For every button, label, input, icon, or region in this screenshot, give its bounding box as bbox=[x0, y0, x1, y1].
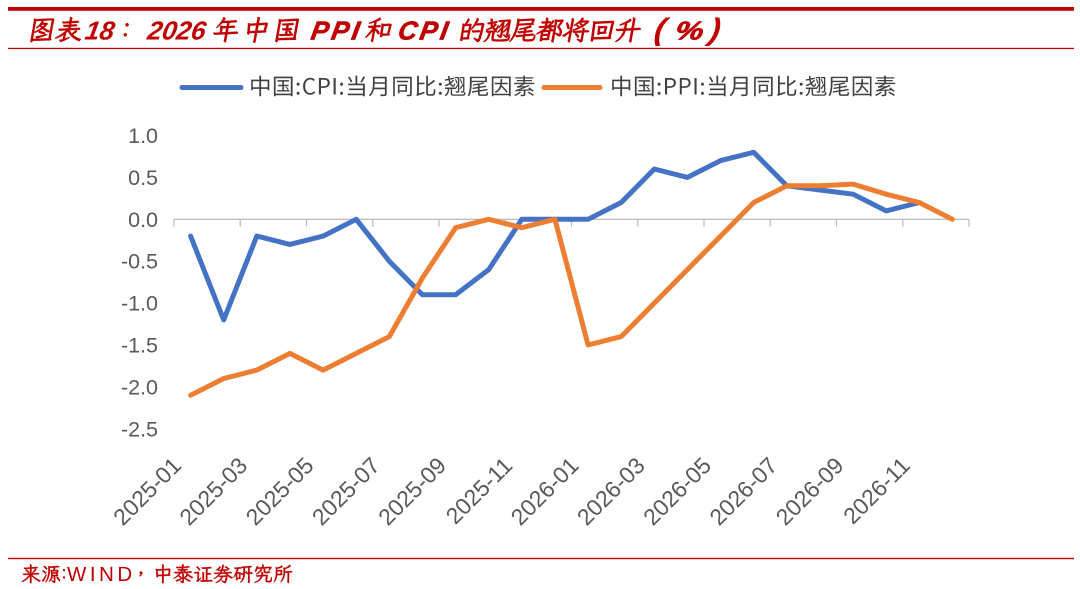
svg-text:-1.0: -1.0 bbox=[121, 292, 158, 316]
svg-text:0.5: 0.5 bbox=[128, 166, 158, 190]
svg-text:0.0: 0.0 bbox=[128, 208, 158, 232]
svg-text:1.0: 1.0 bbox=[128, 124, 158, 148]
svg-text:-2.5: -2.5 bbox=[121, 417, 158, 441]
svg-text:-2.0: -2.0 bbox=[121, 375, 158, 399]
svg-text:-1.5: -1.5 bbox=[121, 334, 158, 358]
svg-text:-0.5: -0.5 bbox=[121, 250, 158, 274]
